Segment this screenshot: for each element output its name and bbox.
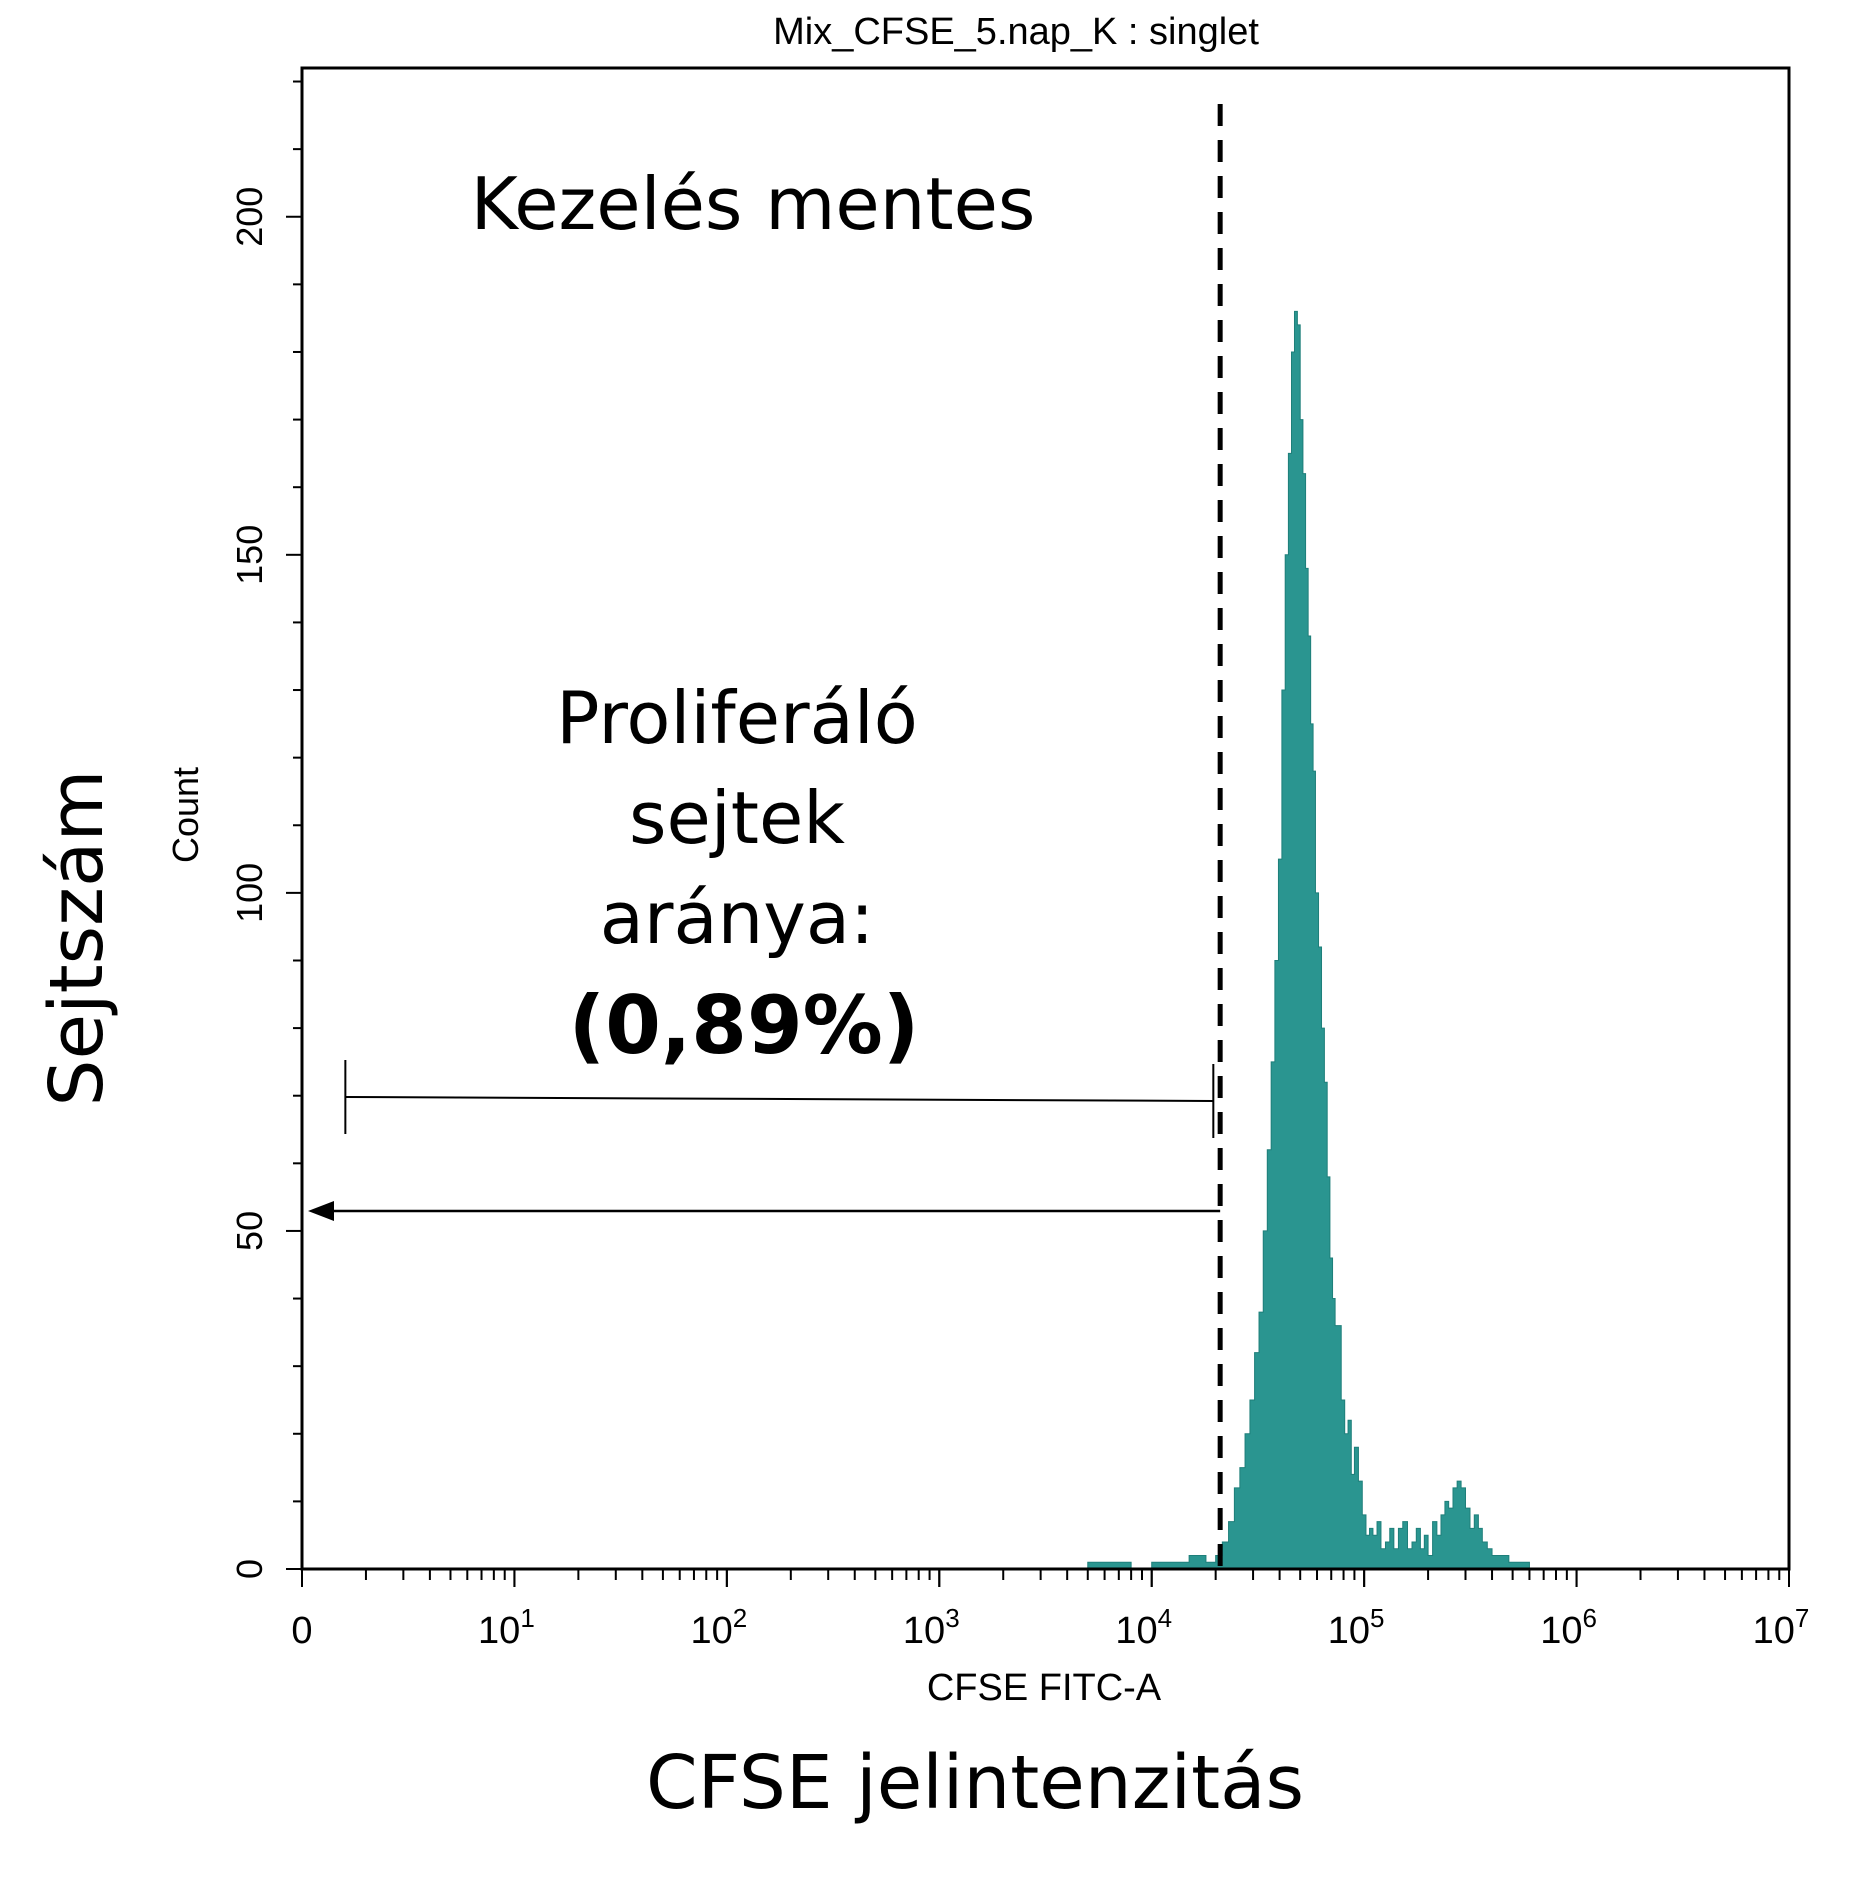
gate-label-line-3: aránya: bbox=[600, 876, 874, 960]
y-axis-ticks: 0 50 100 150 200 bbox=[229, 80, 302, 1579]
y-axis-label: Count bbox=[165, 767, 206, 863]
outer-y-axis-label: Sejtszám bbox=[34, 770, 120, 1107]
gate-label-line-1: Proliferáló bbox=[556, 676, 918, 760]
x-tick-label: 102 bbox=[690, 1603, 747, 1652]
x-axis-ticks: 0 101 102 103 104 105 106 107 bbox=[291, 1569, 1809, 1652]
gate-percentage: (0,89%) bbox=[569, 979, 920, 1072]
histogram-series bbox=[1023, 310, 1533, 1570]
gate-label-line-2: sejtek bbox=[629, 776, 845, 860]
arrowhead bbox=[308, 1201, 334, 1221]
y-tick-label: 200 bbox=[229, 187, 270, 247]
gate-bracket-line bbox=[345, 1096, 1214, 1102]
y-tick-label: 50 bbox=[229, 1211, 270, 1251]
condition-annotation: Kezelés mentes bbox=[471, 162, 1036, 246]
x-tick-label: 101 bbox=[478, 1603, 535, 1652]
x-tick-label: 105 bbox=[1328, 1603, 1385, 1652]
x-tick-label: 103 bbox=[903, 1603, 960, 1652]
x-tick-label: 107 bbox=[1753, 1603, 1810, 1652]
x-tick-label: 0 bbox=[291, 1610, 312, 1652]
proliferation-arrow bbox=[308, 1201, 1221, 1221]
outer-x-axis-label: CFSE jelintenzitás bbox=[646, 1740, 1304, 1826]
plot-frame bbox=[300, 66, 1791, 1571]
x-axis-label: CFSE FITC-A bbox=[927, 1667, 1162, 1709]
proliferation-gate-bracket bbox=[344, 1060, 1215, 1138]
y-tick-label: 0 bbox=[229, 1559, 270, 1579]
x-tick-label: 104 bbox=[1115, 1603, 1172, 1652]
y-tick-label: 150 bbox=[229, 525, 270, 585]
chart-title: Mix_CFSE_5.nap_K : singlet bbox=[773, 11, 1259, 53]
y-tick-label: 100 bbox=[229, 863, 270, 923]
x-tick-label: 106 bbox=[1540, 1603, 1597, 1652]
